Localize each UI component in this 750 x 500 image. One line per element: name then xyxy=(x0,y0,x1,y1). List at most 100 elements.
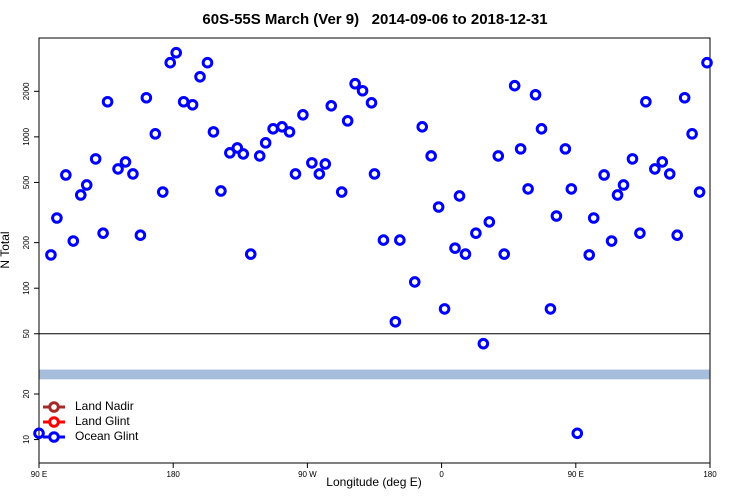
y-tick-label: 20 xyxy=(22,389,31,398)
legend-label: Land Nadir xyxy=(75,399,134,413)
data-point xyxy=(207,126,220,138)
data-point xyxy=(626,153,639,165)
data-point xyxy=(663,168,676,180)
x-tick-label: 90 W xyxy=(298,470,317,479)
data-point xyxy=(432,201,445,213)
data-point xyxy=(259,137,272,149)
data-point xyxy=(477,337,490,350)
data-point xyxy=(313,168,326,180)
data-point xyxy=(394,234,406,246)
data-point xyxy=(33,427,45,440)
data-point xyxy=(244,248,257,260)
data-point xyxy=(194,70,206,83)
data-point xyxy=(80,179,93,191)
data-point xyxy=(617,179,630,191)
data-point xyxy=(289,168,302,180)
data-point xyxy=(164,56,177,69)
data-point xyxy=(449,242,461,254)
data-point xyxy=(365,97,378,109)
y-tick-label: 50 xyxy=(22,329,31,338)
y-tick-label: 10 xyxy=(22,435,31,444)
data-point xyxy=(127,168,139,180)
legend-label: Ocean Glint xyxy=(75,429,139,443)
y-axis-label: N Total xyxy=(0,231,12,268)
legend-marker xyxy=(48,401,60,413)
data-point xyxy=(74,189,87,201)
plot-frame xyxy=(38,37,711,464)
legend-marker xyxy=(48,416,60,428)
data-point xyxy=(349,77,361,90)
data-point xyxy=(416,121,429,133)
data-point xyxy=(170,46,182,59)
data-point xyxy=(492,150,505,162)
data-point xyxy=(459,248,472,260)
data-point xyxy=(649,163,661,175)
chart-title: 60S-55S March (Ver 9) 2014-09-06 to 2018… xyxy=(202,11,547,28)
data-point xyxy=(544,303,557,315)
shaded-band xyxy=(39,369,710,380)
data-point xyxy=(686,128,698,140)
data-point xyxy=(598,169,610,181)
x-axis-label: Longitude (deg E) xyxy=(326,475,421,489)
data-point xyxy=(112,163,124,175)
x-tick-label: 180 xyxy=(703,470,717,479)
data-point xyxy=(51,212,63,224)
data-point xyxy=(522,183,534,195)
data-point xyxy=(671,229,683,241)
data-point xyxy=(306,157,318,169)
data-point xyxy=(231,142,244,154)
data-point xyxy=(177,95,190,108)
data-point xyxy=(101,95,114,108)
data-point xyxy=(565,183,578,195)
data-point xyxy=(368,168,381,180)
data-point xyxy=(514,143,527,155)
data-point xyxy=(559,143,572,155)
y-tick-label: 100 xyxy=(22,281,31,295)
data-point xyxy=(89,153,102,165)
data-point xyxy=(678,91,691,104)
legend-marker xyxy=(48,431,60,443)
y-tick-label: 2000 xyxy=(22,82,31,100)
data-point xyxy=(45,249,57,261)
data-point xyxy=(453,190,466,202)
data-point xyxy=(701,56,713,69)
data-point xyxy=(571,427,584,440)
data-point xyxy=(267,123,279,135)
data-point xyxy=(97,227,109,239)
data-point xyxy=(483,216,496,228)
data-point xyxy=(335,186,348,198)
y-tick-label: 500 xyxy=(22,175,31,189)
y-tick-label: 200 xyxy=(22,235,31,249)
x-tick-label: 90 E xyxy=(568,470,584,479)
data-point xyxy=(283,126,296,138)
data-point xyxy=(149,128,162,140)
data-point xyxy=(438,303,451,315)
data-point xyxy=(297,108,309,121)
data-point xyxy=(67,235,80,247)
data-point xyxy=(611,189,624,201)
data-point xyxy=(425,150,437,162)
data-point xyxy=(640,95,652,108)
x-tick-label: 90 E xyxy=(31,470,47,479)
data-point xyxy=(535,123,548,135)
data-point xyxy=(201,56,214,69)
data-point xyxy=(583,249,596,261)
data-point xyxy=(587,212,600,224)
data-point xyxy=(550,210,563,222)
x-tick-label: 0 xyxy=(439,470,444,479)
data-point xyxy=(389,315,402,328)
data-point xyxy=(119,156,132,168)
data-point xyxy=(377,234,390,246)
data-point xyxy=(341,115,354,127)
data-point xyxy=(319,158,332,170)
data-point xyxy=(276,121,288,133)
data-point xyxy=(656,156,669,168)
legend-label: Land Glint xyxy=(75,414,130,428)
data-point xyxy=(470,227,482,239)
data-point xyxy=(237,148,250,160)
data-point xyxy=(693,186,706,198)
data-point xyxy=(140,91,153,104)
data-point xyxy=(134,229,147,241)
